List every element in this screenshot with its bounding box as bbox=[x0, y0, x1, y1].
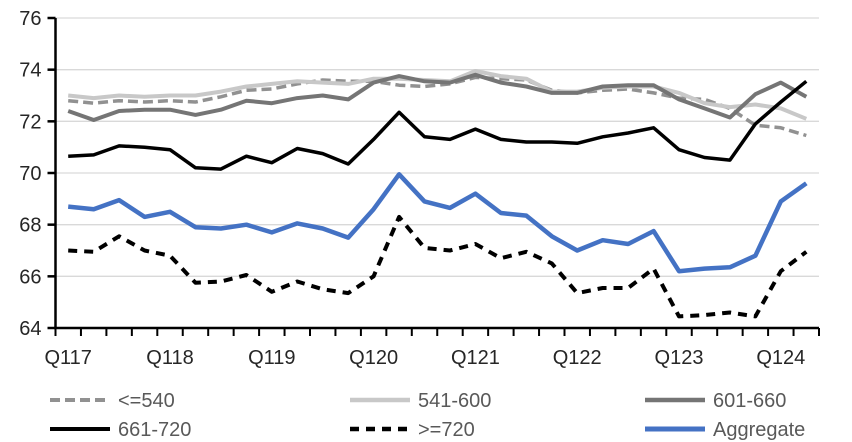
x-axis-label: Q120 bbox=[349, 347, 398, 369]
series-line-le-540 bbox=[68, 75, 807, 138]
series-line-601-660 bbox=[67, 72, 808, 122]
y-axis-label: 72 bbox=[19, 111, 41, 133]
legend-label-541-600: 541-600 bbox=[418, 390, 491, 412]
y-axis-label: 66 bbox=[19, 266, 41, 288]
series-line-aggregate bbox=[67, 172, 808, 274]
x-axis-label: Q121 bbox=[451, 347, 500, 369]
legend-label-601-660: 601-660 bbox=[713, 390, 786, 412]
series-line-661-720 bbox=[68, 79, 808, 171]
y-axis-label: 64 bbox=[19, 318, 41, 340]
y-axis-label: 74 bbox=[19, 60, 41, 82]
x-axis-label: Q124 bbox=[756, 347, 805, 369]
legend-label-aggregate: Aggregate bbox=[713, 419, 805, 441]
x-axis-label: Q122 bbox=[553, 347, 602, 369]
x-axis-label: Q123 bbox=[655, 347, 704, 369]
y-axis-label: 68 bbox=[19, 215, 41, 237]
y-axis-label: 70 bbox=[19, 163, 41, 185]
legend-label-661-720: 661-720 bbox=[118, 419, 191, 441]
x-axis-label: Q117 bbox=[44, 347, 91, 369]
y-axis-label: 76 bbox=[19, 8, 41, 30]
legend-label-ge-720: >=720 bbox=[418, 419, 475, 441]
x-axis-label: Q119 bbox=[248, 347, 295, 369]
legend-label-le-540: <=540 bbox=[118, 390, 175, 412]
series-line-ge-720 bbox=[68, 214, 808, 319]
x-axis-label: Q118 bbox=[146, 347, 193, 369]
